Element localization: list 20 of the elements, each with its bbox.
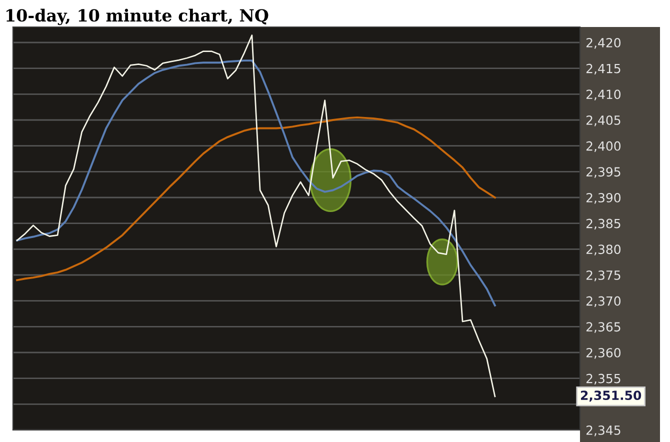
line-series	[16, 34, 496, 398]
y-tick-label: 2,420	[586, 38, 621, 49]
y-tick-label: 2,390	[586, 192, 621, 204]
y-tick-label: 2,345	[586, 425, 620, 436]
y-tick-label: 2,365	[586, 322, 620, 333]
y-tick-label: 2,375	[586, 270, 620, 282]
y-tick-label: 2,360	[586, 348, 621, 359]
y-tick-label: 2,400	[586, 141, 621, 152]
y-tick-label: 2,410	[586, 90, 621, 100]
text: 2,351.50	[580, 390, 642, 402]
chart-title: 10-day, 10 minute chart, NQ	[6, 8, 268, 26]
y-tick-label: 2,355	[586, 374, 620, 385]
y-tick-label: 2,395	[586, 167, 620, 178]
y-tick-label: 2,370	[586, 296, 621, 308]
line-series	[16, 60, 496, 306]
line-series	[16, 116, 496, 282]
y-tick-label: 2,385	[586, 218, 620, 230]
y-tick-label: 2,380	[586, 244, 621, 256]
y-tick-label: 2,405	[586, 115, 620, 126]
y-tick-label: 2,415	[586, 64, 620, 75]
